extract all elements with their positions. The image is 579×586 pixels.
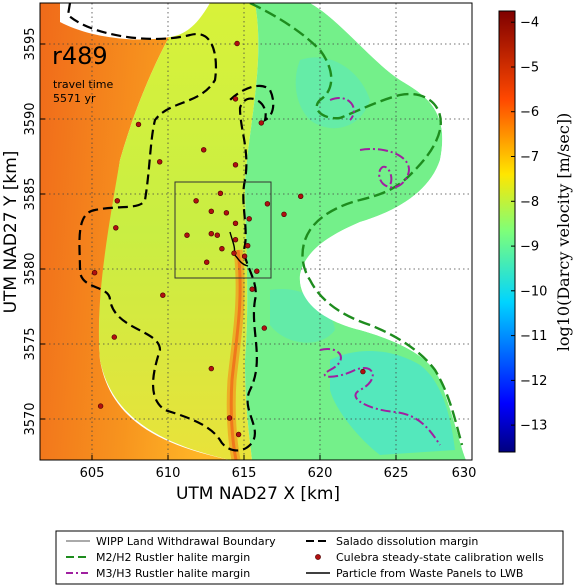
colorbar-tick-label: −10 — [520, 284, 547, 299]
legend-label-m3h3: M3/H3 Rustler halite margin — [96, 567, 250, 580]
channel-core — [229, 249, 242, 460]
x-tick-label: 610 — [156, 466, 181, 481]
calibration-well-marker — [208, 231, 215, 237]
x-tick-label: 615 — [232, 466, 257, 481]
wipp-land-withdrawal-boundary — [174, 181, 272, 279]
colorbar-tick-label: −8 — [520, 195, 539, 210]
calibration-well-marker — [245, 243, 251, 249]
calibration-well-marker — [135, 121, 142, 128]
calibration-well-marker — [201, 147, 207, 153]
colorbar-tick-label: −9 — [520, 240, 539, 255]
plot-frame — [39, 2, 473, 461]
colorbar-tick-label: −12 — [520, 374, 547, 389]
calibration-well-marker — [204, 259, 210, 265]
calibration-well-marker — [360, 368, 366, 375]
calibration-well-marker — [97, 403, 104, 409]
travel-time-value: 5571 yr — [53, 92, 96, 105]
x-axis: 605 610 615 620 625 630 UTM NAD27 X [km] — [80, 455, 477, 504]
calibration-well-marker — [226, 415, 233, 421]
legend-label-wipp: WIPP Land Withdrawal Boundary — [96, 535, 276, 548]
calibration-well-marker — [235, 431, 242, 438]
central-transition-region — [98, 3, 259, 460]
legend-swatch-wells — [315, 554, 321, 560]
calibration-well-marker — [232, 237, 239, 243]
m2-h2-halite-margin — [249, 3, 464, 446]
legend-label-wells: Culebra steady-state calibration wells — [336, 551, 544, 564]
run-label: r489 — [52, 42, 108, 70]
x-tick-label: 630 — [452, 466, 477, 481]
colorbar: −4 −5 −6 −7 −8 −9 −10 −11 −12 −13 log10(Darcy vel… — [498, 10, 573, 453]
colorbar-gradient — [498, 10, 516, 453]
m3-h3-halite-margin — [319, 97, 441, 446]
calibration-well-marker — [231, 250, 237, 256]
colorbar-tick-label: −7 — [520, 150, 539, 165]
x-tick-label: 605 — [80, 466, 105, 481]
calibration-well-marker — [254, 268, 260, 274]
x-axis-label: UTM NAD27 X [km] — [176, 484, 340, 504]
calibration-well-marker — [249, 286, 255, 292]
calibration-well-marker — [208, 208, 215, 215]
east-cyan-patch — [330, 350, 455, 455]
calibration-well-marker — [217, 190, 224, 197]
calibration-well-marker — [160, 292, 166, 298]
travel-time-label: travel time — [53, 78, 113, 91]
y-axis: 3595 3590 3585 3580 3575 3570 UTM NAD27 … — [1, 27, 45, 436]
colorbar-label: log10(Darcy velocity [m/sec]) — [554, 113, 573, 352]
outside-domain-east — [299, 3, 472, 460]
legend-label-m2h2: M2/H2 Rustler halite margin — [96, 551, 250, 564]
calibration-well-marker — [298, 193, 304, 200]
calibration-well-marker — [214, 232, 221, 238]
colorbar-tick-label: −4 — [520, 16, 539, 31]
y-tick-label: 3580 — [23, 252, 38, 285]
calibration-wells — [91, 40, 366, 438]
calibration-well-marker — [281, 211, 287, 218]
calibration-well-marker — [264, 201, 271, 207]
calibration-well-marker — [184, 232, 190, 238]
colorbar-tick-label: −13 — [520, 419, 547, 434]
west-high-velocity-region — [40, 3, 230, 460]
calibration-well-marker — [232, 96, 239, 102]
y-tick-label: 3570 — [23, 402, 38, 435]
calibration-well-marker — [223, 210, 230, 216]
calibration-well-marker — [232, 162, 239, 168]
legend-label-particle: Particle from Waste Panels to LWB — [336, 567, 523, 580]
x-tick-label: 620 — [308, 466, 333, 481]
y-axis-label: UTM NAD27 Y [km] — [1, 151, 21, 314]
calibration-well-marker — [208, 365, 215, 372]
x-tick-label: 625 — [384, 466, 409, 481]
calibration-well-marker — [232, 220, 239, 227]
calibration-well-marker — [114, 198, 121, 204]
colorbar-tick-label: −5 — [520, 61, 539, 76]
calibration-well-marker — [113, 225, 119, 231]
calibration-well-marker — [111, 334, 118, 340]
legend-box — [55, 530, 564, 585]
velocity-field: r489 travel time 5571 yr — [40, 3, 472, 460]
y-tick-label: 3590 — [23, 102, 38, 135]
y-tick-label: 3585 — [23, 177, 38, 210]
calibration-well-marker — [258, 120, 264, 126]
salado-dissolution-margin — [66, 3, 275, 452]
calibration-well-marker — [157, 159, 163, 165]
colorbar-tick-label: −11 — [520, 329, 547, 344]
east-low-velocity-region — [245, 3, 466, 460]
calibration-well-marker — [241, 253, 248, 259]
calibration-well-marker — [246, 216, 252, 222]
calibration-well-marker — [193, 198, 199, 204]
legend-label-salado: Salado dissolution margin — [336, 535, 478, 548]
calibration-well-marker — [261, 325, 267, 331]
legend: WIPP Land Withdrawal Boundary Salado dis… — [55, 530, 564, 585]
north-cyan-patch — [295, 57, 370, 129]
calibration-well-marker — [234, 40, 240, 47]
calibration-well-marker — [219, 246, 225, 252]
calibration-well-marker — [91, 270, 98, 276]
y-tick-label: 3595 — [23, 27, 38, 60]
y-tick-label: 3575 — [23, 327, 38, 360]
colorbar-tick-label: −6 — [520, 105, 539, 120]
